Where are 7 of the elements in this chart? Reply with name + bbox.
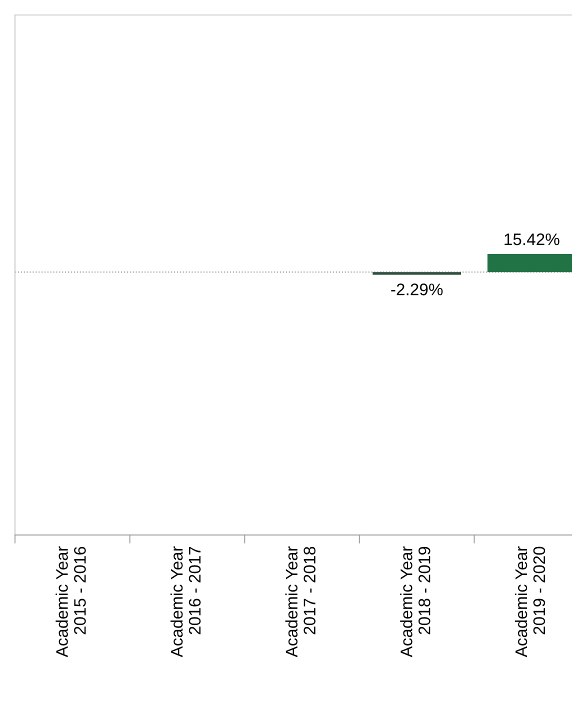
data-label: -2.29% <box>391 284 443 296</box>
x-tick-label: Academic Year 2017 - 2018 <box>285 546 316 658</box>
x-tick-label: Academic Year 2018 - 2019 <box>400 546 430 658</box>
data-label: 15.42% <box>504 233 560 246</box>
x-tick-label: Academic Year 2015 - 2016 <box>56 546 86 658</box>
x-tick-label: Academic Year 2019 - 2020 <box>514 546 546 658</box>
x-tick-label: Academic Year 2016 - 2017 <box>170 546 201 658</box>
